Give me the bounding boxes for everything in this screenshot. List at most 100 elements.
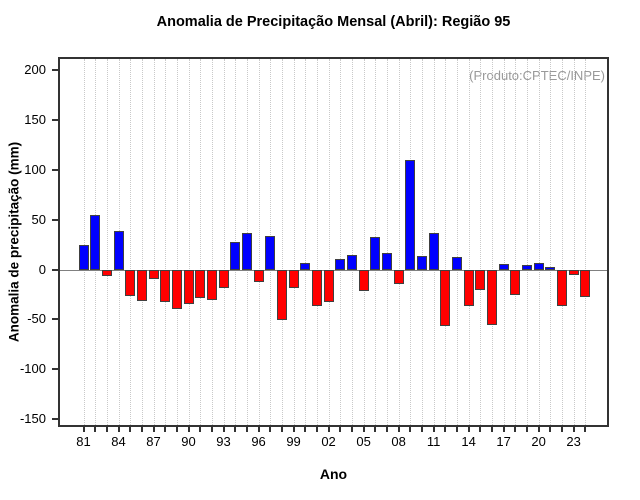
x-axis-tick	[105, 427, 108, 432]
gridline	[211, 59, 213, 425]
x-axis-tick	[455, 427, 458, 432]
y-axis-tick	[52, 118, 58, 121]
y-axis-tick	[52, 218, 58, 221]
x-tick-label: 23	[566, 434, 581, 449]
y-axis-tick	[52, 168, 58, 171]
x-axis-tick	[327, 427, 330, 432]
x-axis-tick	[140, 427, 143, 432]
bar-91	[195, 269, 206, 298]
gridline	[83, 59, 85, 425]
gridline	[550, 59, 552, 425]
gridline	[106, 59, 108, 425]
bar-09	[405, 159, 416, 270]
gridline	[491, 59, 493, 425]
gridline	[328, 59, 330, 425]
x-tick-label: 11	[426, 434, 441, 449]
bar-20	[533, 262, 544, 270]
x-axis-tick	[292, 427, 295, 432]
x-axis-tick	[222, 427, 225, 432]
bar-93	[218, 269, 229, 288]
bar-17	[498, 263, 509, 270]
gridline	[316, 59, 318, 425]
bar-99	[288, 269, 299, 288]
gridline	[456, 59, 458, 425]
bar-88	[160, 269, 171, 302]
bar-21	[545, 266, 556, 270]
x-axis-tick	[385, 427, 388, 432]
gridline	[526, 59, 528, 425]
x-axis-tick	[479, 427, 482, 432]
gridline	[351, 59, 353, 425]
gridline	[585, 59, 587, 425]
x-axis-tick	[514, 427, 517, 432]
gridline	[223, 59, 225, 425]
gridline	[363, 59, 365, 425]
y-axis-tick	[52, 268, 58, 271]
gridline	[305, 59, 307, 425]
gridline	[340, 59, 342, 425]
bar-85	[125, 269, 136, 296]
plot-area: (Produto:CPTEC/INPE) 200 150 100 50 0 -50 -100…	[20, 57, 609, 449]
x-tick-label: 17	[496, 434, 511, 449]
gridline	[421, 59, 423, 425]
y-tick-label: 0	[38, 261, 46, 277]
y-tick-label: 50	[31, 211, 46, 227]
x-axis-tick	[409, 427, 412, 432]
x-axis-tick	[572, 427, 575, 432]
bar-82	[90, 214, 101, 270]
y-tick-label: -100	[19, 361, 46, 377]
x-axis-tick	[94, 427, 97, 432]
bar-96	[253, 269, 264, 282]
bar-07	[381, 252, 392, 270]
bar-03	[335, 258, 346, 270]
x-tick-label: 99	[286, 434, 301, 449]
bar-10	[416, 255, 427, 270]
x-axis-tick	[444, 427, 447, 432]
bar-00	[300, 262, 311, 270]
x-axis-tick	[152, 427, 155, 432]
source-annotation: (Produto:CPTEC/INPE)	[469, 68, 605, 83]
y-axis-tick	[52, 418, 58, 421]
bar-94	[230, 241, 241, 270]
bar-13	[451, 256, 462, 270]
bar-98	[276, 269, 287, 320]
bar-24	[580, 269, 591, 297]
x-axis-tick	[304, 427, 307, 432]
chart-title: Anomalia de Precipitação Mensal (Abril):…	[156, 14, 511, 30]
x-axis-tick	[537, 427, 540, 432]
bar-08	[393, 269, 404, 284]
x-axis-tick	[210, 427, 213, 432]
x-axis-tick	[187, 427, 190, 432]
x-axis-tick	[280, 427, 283, 432]
x-axis-tick	[420, 427, 423, 432]
x-tick-label: 81	[76, 434, 91, 449]
bar-92	[206, 269, 217, 300]
x-axis-tick	[82, 427, 85, 432]
gridline	[200, 59, 202, 425]
x-tick-label: 84	[111, 434, 126, 449]
gridline	[398, 59, 400, 425]
gridline	[561, 59, 563, 425]
y-tick-label: -150	[19, 411, 46, 427]
x-axis-tick	[199, 427, 202, 432]
bar-12	[440, 269, 451, 326]
gridline	[153, 59, 155, 425]
gridline	[293, 59, 295, 425]
bar-90	[183, 269, 194, 304]
x-axis-tick	[502, 427, 505, 432]
x-axis-tick	[117, 427, 120, 432]
x-axis-tick	[257, 427, 260, 432]
y-tick-label: 200	[24, 62, 46, 78]
x-axis-tick	[129, 427, 132, 432]
bar-84	[113, 230, 124, 270]
x-tick-label: 90	[181, 434, 196, 449]
x-axis-tick	[549, 427, 552, 432]
bar-81	[78, 244, 89, 270]
bar-18	[510, 269, 521, 295]
x-tick-label: 02	[321, 434, 336, 449]
x-axis-tick	[560, 427, 563, 432]
bar-04	[346, 254, 357, 270]
x-axis-tick	[432, 427, 435, 432]
x-axis-title: Ano	[319, 466, 348, 482]
